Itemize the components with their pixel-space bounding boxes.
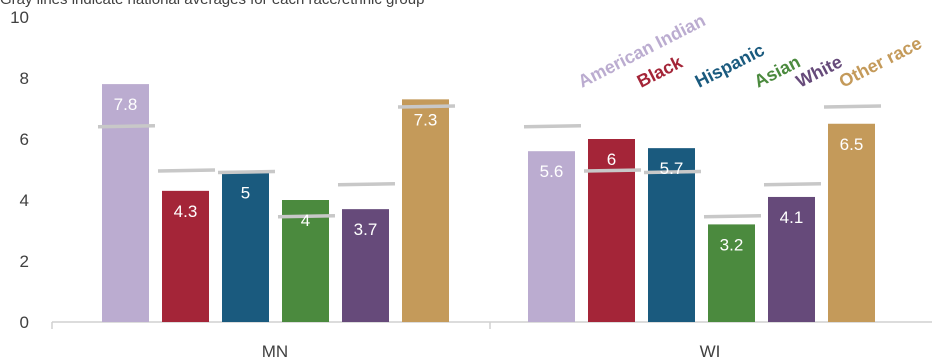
data-label: 7.3	[414, 110, 438, 129]
data-label: 3.7	[354, 220, 378, 239]
x-category-label: WI	[700, 342, 721, 361]
data-label: 5.7	[660, 159, 684, 178]
bar	[102, 84, 149, 322]
national-average-line	[277, 214, 336, 219]
national-average-line	[337, 182, 396, 187]
national-average-line	[763, 182, 822, 187]
y-tick-label: 8	[20, 69, 29, 88]
y-tick-label: 2	[20, 252, 29, 271]
national-average-line	[97, 124, 156, 129]
bar	[648, 148, 695, 322]
data-label: 5.6	[540, 162, 564, 181]
data-label: 3.2	[720, 235, 744, 254]
bar	[768, 196, 815, 322]
data-label: 5	[241, 184, 250, 203]
data-label: 4	[301, 211, 310, 230]
bar	[528, 151, 575, 322]
national-average-line	[583, 168, 642, 173]
bar	[222, 172, 269, 322]
x-category-label: MN	[262, 342, 288, 361]
national-average-line	[523, 124, 582, 129]
national-average-line	[823, 104, 882, 109]
data-label: 7.8	[114, 95, 138, 114]
bar	[282, 200, 329, 322]
y-tick-label: 4	[20, 191, 29, 210]
data-label: 6	[607, 150, 616, 169]
bar	[402, 99, 449, 322]
y-tick-label: 6	[20, 130, 29, 149]
national-average-line	[643, 169, 702, 175]
bar	[342, 209, 389, 322]
bar	[828, 123, 875, 322]
legend-label: White	[793, 51, 846, 91]
bar	[162, 190, 209, 322]
chart-caption: Gray lines indicate national averages fo…	[0, 0, 424, 8]
legend-label: Other race	[836, 33, 925, 92]
national-average-line	[397, 104, 456, 109]
national-average-line	[157, 168, 216, 173]
national-average-line	[703, 214, 762, 219]
data-label: 4.1	[780, 208, 804, 227]
data-label: 6.5	[840, 135, 864, 154]
y-tick-label: 10	[10, 8, 29, 27]
bar	[708, 224, 755, 322]
data-label: 4.3	[174, 202, 198, 221]
y-tick-label: 0	[20, 313, 29, 332]
national-average-line	[217, 169, 276, 175]
